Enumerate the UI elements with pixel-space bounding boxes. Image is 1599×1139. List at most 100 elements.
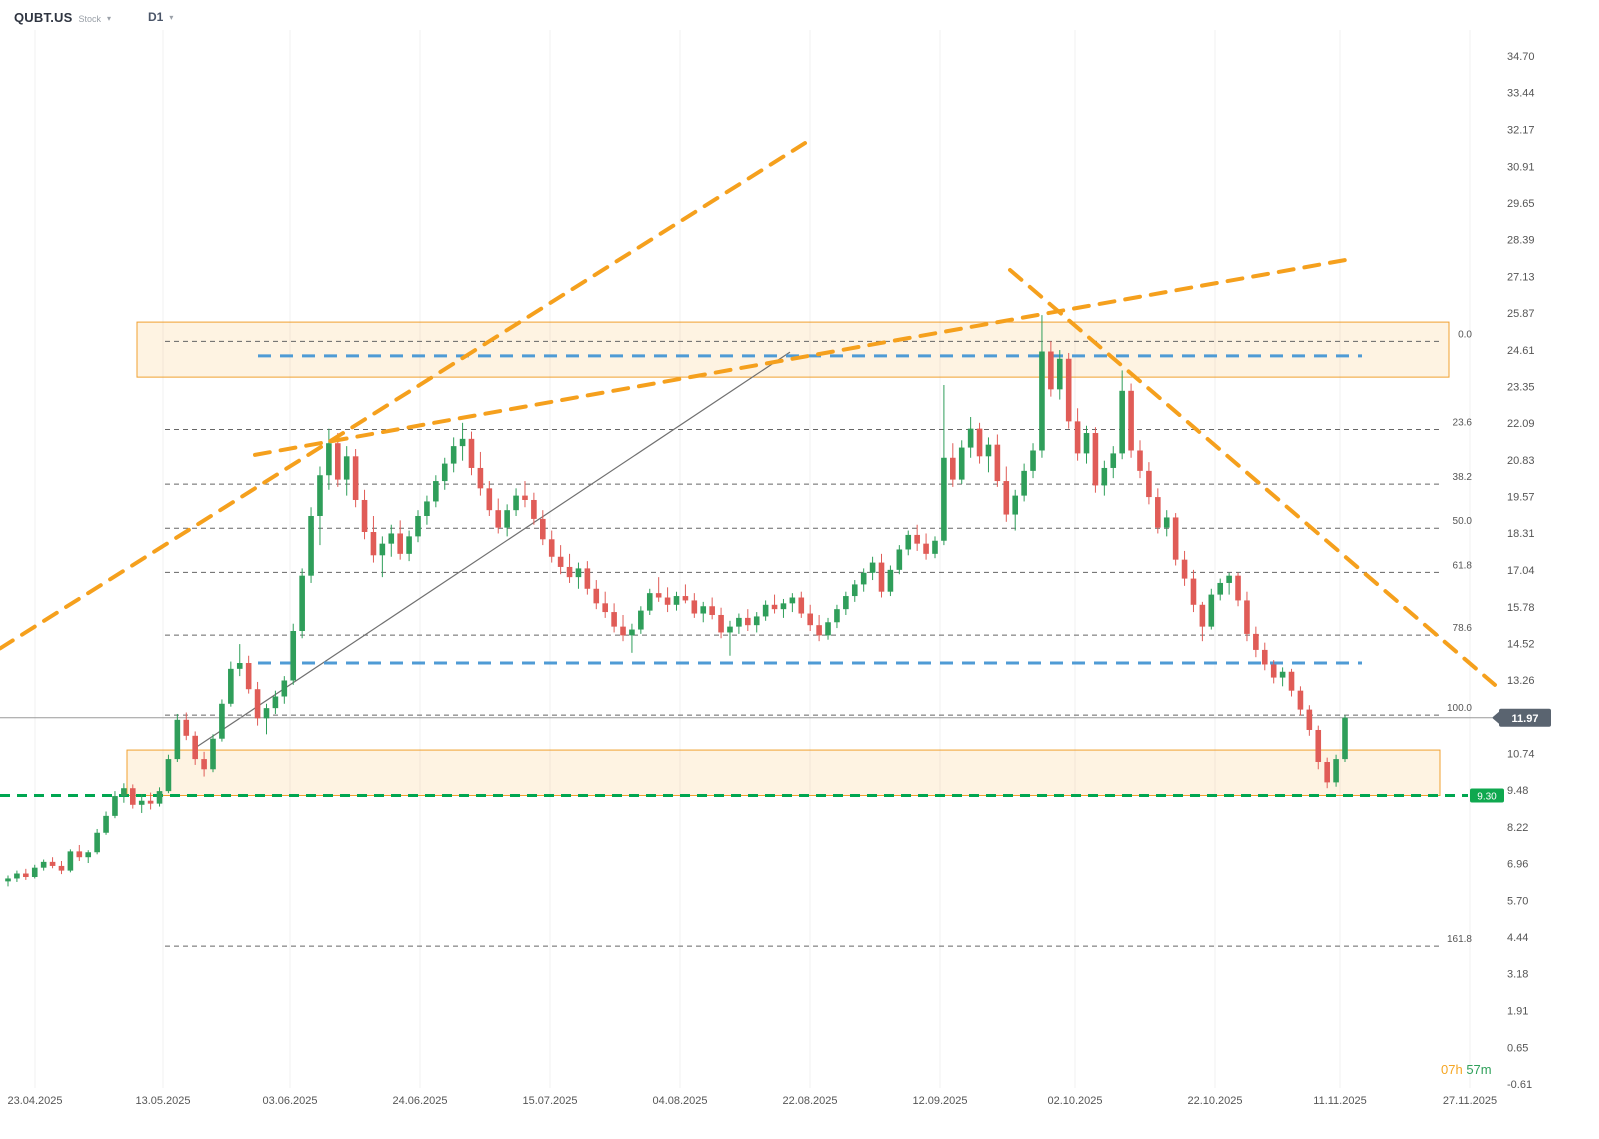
candle [1333,754,1339,787]
ascending-gray[interactable] [194,351,791,749]
symbol-selector[interactable]: QUBT.US Stock ▾ [14,10,111,25]
candle-body [682,596,689,601]
candle-body [379,543,386,556]
candle [228,661,234,707]
candle [789,593,796,613]
price-tick-label: 29.65 [1507,198,1535,210]
candle [14,870,20,882]
candle [495,498,502,534]
candle-body [655,593,662,598]
candle-body [1288,671,1295,691]
candle [31,864,38,879]
candle-body [860,572,867,585]
fibonacci-retracement[interactable] [165,340,1442,947]
candle-body [40,861,47,868]
price-tick-label: 27.13 [1507,271,1535,283]
candle [816,614,822,642]
candle-body [281,680,288,697]
date-label: 27.11.2025 [1443,1095,1497,1107]
candle [1199,601,1206,642]
timeframe-selector[interactable]: D1 ▾ [148,10,173,24]
candle [85,850,92,864]
ascending-steep-orange[interactable] [0,141,807,651]
supply-zone[interactable] [136,321,1450,378]
candle [49,857,56,869]
candle [887,565,894,597]
candle [504,504,510,537]
price-tick-label: 28.39 [1507,235,1535,247]
candle [843,591,849,615]
candle [397,520,403,560]
price-tick-label: 14.52 [1507,639,1535,651]
candle-body [129,788,136,805]
candle-body [174,719,181,760]
candle-body [629,629,635,636]
candle-body [834,609,840,623]
candle [860,568,867,592]
candle-body [967,428,974,448]
candle-body [263,708,270,719]
candle [655,577,662,602]
candle [156,787,163,807]
symbol-label: QUBT.US [14,10,73,25]
candle [210,734,216,773]
fib-level-label: 61.8 [1453,560,1473,571]
date-label: 12.09.2025 [912,1095,967,1107]
candle-body [156,791,163,804]
candle [245,655,252,694]
candle [129,784,136,809]
candle [174,713,181,763]
candle [388,524,395,557]
candle-body [183,719,190,736]
candle-body [433,481,439,502]
candle [522,481,528,508]
candle [807,604,813,631]
candle-body [219,703,225,739]
candle [1235,572,1241,607]
candle [798,591,805,618]
candle [513,488,519,516]
price-tick-label: 20.83 [1507,455,1535,467]
candle [611,603,617,633]
candle [192,731,198,765]
price-tick-label: -0.61 [1507,1079,1532,1091]
candle-body [1155,497,1161,528]
candle [103,811,109,835]
date-label: 24.06.2025 [392,1095,447,1107]
demand-zone[interactable] [126,749,1441,796]
candle-body [1226,575,1232,583]
candle-body [370,532,377,556]
candle-body [1199,604,1206,627]
chevron-down-icon: ▾ [106,14,111,23]
candle-body [1333,759,1339,783]
candle-body [673,596,680,605]
ascending-shallow-orange[interactable] [253,258,1347,457]
date-label: 13.05.2025 [135,1095,190,1107]
candle [923,533,929,560]
candle [1163,510,1170,537]
fib-level-label: 78.6 [1453,623,1473,634]
candle [1039,315,1045,458]
fib-level-label: 0.0 [1458,329,1472,340]
date-label: 02.10.2025 [1047,1095,1102,1107]
candle [646,588,653,615]
candle-body [254,689,261,719]
candle [263,703,270,735]
candle [602,591,608,618]
candle [299,568,305,639]
candle [1226,572,1232,595]
candle [1181,550,1188,586]
candle-body [825,622,831,636]
candle-body [326,443,332,476]
current-price-badge [1492,708,1551,727]
candle-body [1101,467,1108,486]
descending-orange[interactable] [1008,267,1497,687]
candle-body [718,614,724,633]
candle [1279,667,1286,687]
fib-level-label: 38.2 [1453,472,1473,483]
candle-body [1235,575,1241,601]
candle-body [1056,358,1063,390]
candle-body [308,515,314,576]
candle-body [388,533,395,544]
